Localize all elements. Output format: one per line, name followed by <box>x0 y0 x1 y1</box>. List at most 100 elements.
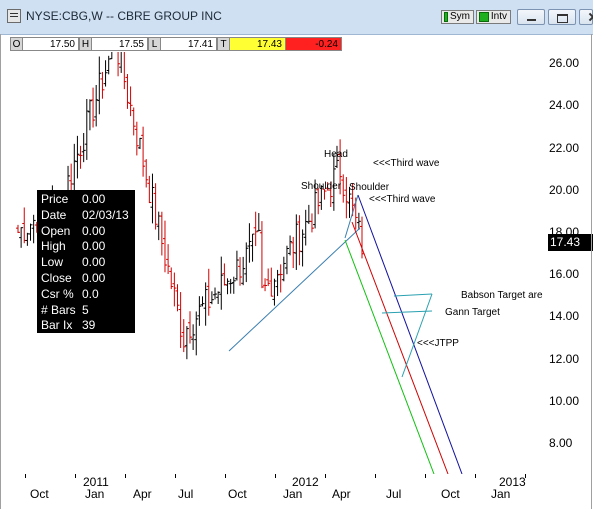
maximize-button[interactable] <box>548 9 576 25</box>
data-window-value: 0.00 <box>82 223 106 238</box>
gann-target-line <box>381 310 433 314</box>
ohlc-bar <box>191 324 196 350</box>
ohlc-bar <box>266 268 271 287</box>
data-window-label: Bar Ix <box>41 318 73 333</box>
data-window-row: Csr % 0.0 <box>41 287 99 302</box>
data-window-label: Csr % <box>41 286 74 301</box>
ohlc-bar <box>137 137 142 150</box>
ohlc-bar <box>184 326 189 360</box>
price-tick-label: 8.00 <box>549 436 573 450</box>
time-tick-mark <box>325 474 326 478</box>
data-window-row: Open 0.00 <box>41 224 105 239</box>
ohlc-bar <box>238 257 243 286</box>
ohlc-bar <box>25 232 30 246</box>
ohlc-bar <box>178 292 183 348</box>
right-shoulder-annotation: Shoulder <box>349 182 390 193</box>
ohlc-bar <box>300 229 305 267</box>
gann-target-annotation: Gann Target <box>445 307 500 318</box>
data-window-value: 39 <box>82 318 96 333</box>
ohlc-bar <box>194 311 199 356</box>
ohlc-bar <box>278 264 283 293</box>
price-tick-label: 10.00 <box>549 393 580 408</box>
projection-line-green <box>344 239 435 474</box>
close-button[interactable] <box>579 9 593 25</box>
data-window-row: Bar Ix 39 <box>41 318 95 333</box>
ohlc-bar <box>256 213 261 232</box>
ohlc-bar <box>200 296 205 307</box>
ohlc-bar <box>19 227 24 248</box>
ohlc-bar <box>263 278 268 292</box>
ohlc-bar <box>125 74 130 109</box>
ohlc-bar <box>159 211 164 256</box>
ohlc-bar <box>153 183 158 230</box>
time-tick-label: Jul <box>386 487 402 501</box>
jtpp-annotation: <<<JTPP <box>417 338 459 349</box>
third-wave-annotation-1: <<<Third wave <box>373 158 440 169</box>
ohlc-bar <box>272 278 277 306</box>
ohlc-bar <box>244 242 249 283</box>
data-window-row: High 0.00 <box>41 239 105 254</box>
chart-overlays <box>228 194 463 474</box>
ohlc-bar <box>347 186 352 218</box>
time-tick-label: Oct <box>441 487 460 501</box>
time-tick-mark <box>425 474 426 478</box>
data-window-value: 0.00 <box>82 271 106 285</box>
ohlc-bar <box>322 188 327 200</box>
ohlc-bar <box>341 174 346 203</box>
price-chart[interactable] <box>10 52 548 474</box>
ohlc-bar <box>303 209 308 246</box>
ohlc-bar <box>78 145 83 169</box>
time-tick-label: Oct <box>30 487 49 501</box>
ohlc-bar <box>328 181 333 207</box>
ohlc-bar <box>338 139 343 195</box>
time-tick-label: Oct <box>228 487 247 501</box>
sym-link-button[interactable]: Sym <box>441 10 474 24</box>
ohlc-bar <box>123 52 127 90</box>
time-tick-label: Jan <box>491 487 511 501</box>
ohlc-bar <box>144 159 149 188</box>
time-tick-mark <box>125 474 126 478</box>
ohlc-bar <box>319 185 324 210</box>
ohlc-bar <box>72 143 77 197</box>
ohlc-bar <box>356 212 361 230</box>
year-label: 2012 <box>292 475 319 489</box>
time-tick-mark <box>525 474 526 478</box>
data-window-label: Date <box>41 207 67 222</box>
price-tick-label: 24.00 <box>549 98 580 113</box>
change-value: -0.24 <box>286 37 342 51</box>
ohlc-bars <box>16 52 364 360</box>
open-value: 17.50 <box>23 37 79 51</box>
ohlc-bar <box>91 87 96 128</box>
data-window-row: Close 0.00 <box>41 271 105 286</box>
price-tick-label: 26.00 <box>549 56 580 71</box>
time-tick-mark <box>375 474 376 478</box>
ohlc-bar <box>228 278 233 294</box>
price-axis[interactable]: 26.00 24.00 22.00 20.00 18.00 16.00 14.00 12.00… <box>548 52 593 474</box>
price-tick-label: 14.00 <box>549 309 580 324</box>
last-price-badge: 17.43 <box>548 234 593 251</box>
title-bar: NYSE:CBG,W -- CBRE GROUP INC Sym Intv <box>0 0 593 35</box>
ohlc-bar <box>291 236 296 269</box>
intv-link-button[interactable]: Intv <box>476 10 511 24</box>
time-tick-label: Jul <box>178 487 194 501</box>
ohlc-bar <box>331 153 336 211</box>
ohlc-bar <box>81 133 86 163</box>
app-icon[interactable] <box>7 9 21 23</box>
ohlc-bar <box>316 187 321 215</box>
intv-label: Intv <box>490 11 507 22</box>
ohlc-bar <box>253 211 258 247</box>
time-axis[interactable]: Oct Jan Apr Jul Oct Jan Apr Jul Oct Jan 2011 2012 20… <box>10 474 593 510</box>
minimize-button[interactable] <box>517 9 545 25</box>
ohlc-bar <box>134 121 139 156</box>
data-window-label: Open <box>41 223 71 238</box>
ohlc-bar <box>234 250 239 281</box>
ohlc-bar <box>284 245 289 275</box>
ohlc-bar <box>188 311 192 344</box>
time-tick-mark <box>275 474 276 478</box>
ohlc-bar <box>288 235 293 256</box>
ohlc-bar <box>169 267 174 290</box>
left-shoulder-annotation: Shoulder <box>301 181 342 192</box>
ohlc-bar <box>119 52 122 73</box>
open-label: O <box>10 37 23 51</box>
ohlc-bar <box>162 220 167 273</box>
